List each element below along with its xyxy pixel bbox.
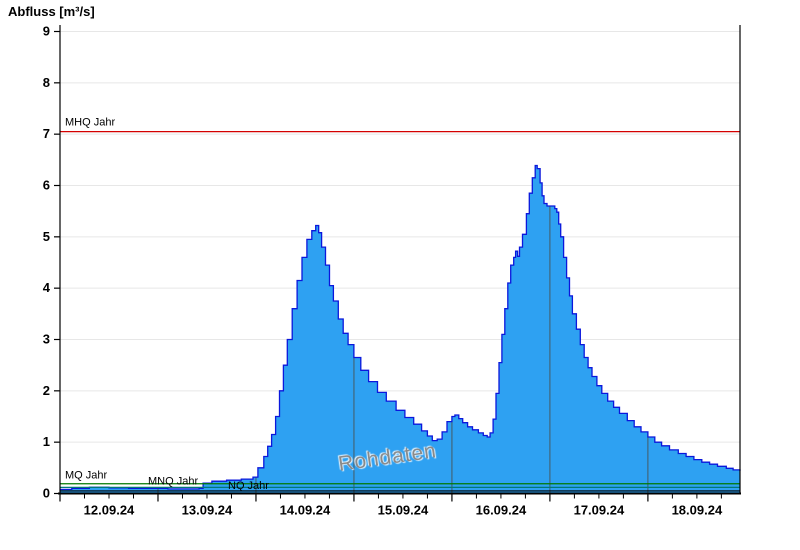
x-tick-label: 16.09.24	[476, 503, 527, 518]
refline-label-nq-jahr: NQ Jahr	[228, 480, 269, 492]
hydrograph-area-fill	[60, 165, 740, 494]
y-tick-label: 5	[43, 229, 50, 244]
y-tick-label: 9	[43, 24, 50, 39]
x-tick-label: 12.09.24	[84, 503, 135, 518]
y-tick-label: 4	[43, 280, 51, 295]
refline-label-mq-jahr: MQ Jahr	[65, 470, 108, 482]
chart-title: Abfluss [m³/s]	[8, 4, 95, 19]
refline-label-mhq-jahr: MHQ Jahr	[65, 117, 115, 129]
hydrograph-line	[60, 164, 741, 491]
refline-label-mnq-jahr: MNQ Jahr	[148, 475, 198, 487]
y-tick-label: 0	[43, 486, 50, 501]
x-tick-label: 14.09.24	[280, 503, 331, 518]
x-tick-label: 17.09.24	[574, 503, 625, 518]
y-tick-label: 8	[43, 75, 50, 90]
x-tick-label: 15.09.24	[378, 503, 429, 518]
y-tick-label: 3	[43, 332, 50, 347]
y-tick-label: 1	[43, 434, 50, 449]
y-tick-label: 2	[43, 383, 50, 398]
y-tick-label: 7	[43, 126, 50, 141]
x-tick-label: 13.09.24	[182, 503, 233, 518]
y-tick-label: 6	[43, 178, 50, 193]
x-tick-label: 18.09.24	[672, 503, 723, 518]
